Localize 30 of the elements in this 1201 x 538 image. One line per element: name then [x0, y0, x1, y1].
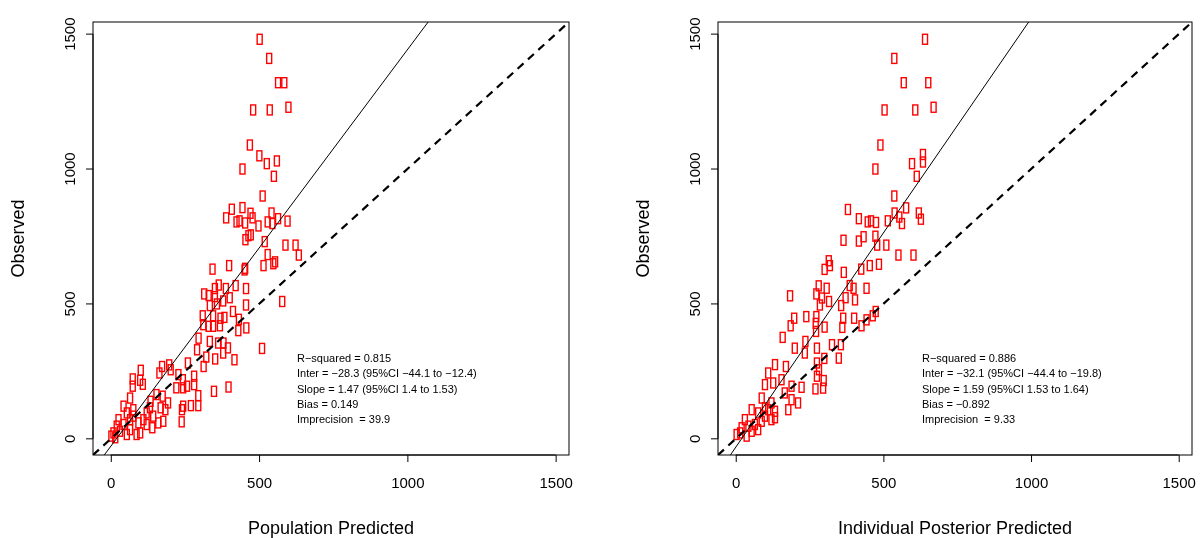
x-axis-title: Individual Posterior Predicted	[837, 518, 1073, 538]
y-axis-title: Observed	[633, 199, 653, 278]
x-tick-label: 1000	[1014, 473, 1049, 491]
annotation: R−squared = 0.815	[297, 352, 392, 364]
x-tick-label: 500	[247, 473, 273, 491]
x-tick-label: 0	[732, 473, 741, 491]
y-tick-label: 500	[686, 291, 703, 317]
y-tick-label: 0	[61, 434, 78, 443]
annotation: Bias = −0.892	[922, 397, 990, 410]
x-tick-label: 1500	[539, 473, 573, 491]
y-tick-label: 500	[61, 291, 78, 317]
x-tick-label: 1000	[391, 473, 425, 491]
annotation: Inter = −28.3 (95%CI −44.1 to −12.4)	[297, 367, 477, 380]
annotation: Imprecision = 39.9	[297, 413, 391, 426]
x-tick-label: 500	[871, 473, 897, 491]
annotation: Slope = 1.47 (95%CI 1.4 to 1.53)	[297, 382, 458, 395]
y-tick-label: 1000	[686, 152, 703, 186]
y-tick-label: 1000	[61, 152, 78, 186]
annotation: Inter = −32.1 (95%CI −44.4 to −19.8)	[922, 367, 1102, 380]
y-axis-title: Observed	[8, 199, 28, 278]
annotation: R−squared = 0.886	[922, 352, 1017, 364]
annotation: Bias = 0.149	[297, 397, 359, 410]
y-tick-label: 1500	[61, 17, 78, 51]
y-tick-label: 0	[686, 434, 703, 443]
annotation: Slope = 1.59 (95%CI 1.53 to 1.64)	[922, 382, 1089, 395]
x-axis-title: Population Predicted	[247, 518, 415, 538]
y-tick-label: 1500	[686, 17, 703, 51]
x-tick-label: 0	[107, 473, 116, 491]
annotation: Imprecision = 9.33	[922, 413, 1016, 426]
x-tick-label: 1500	[1162, 473, 1196, 491]
